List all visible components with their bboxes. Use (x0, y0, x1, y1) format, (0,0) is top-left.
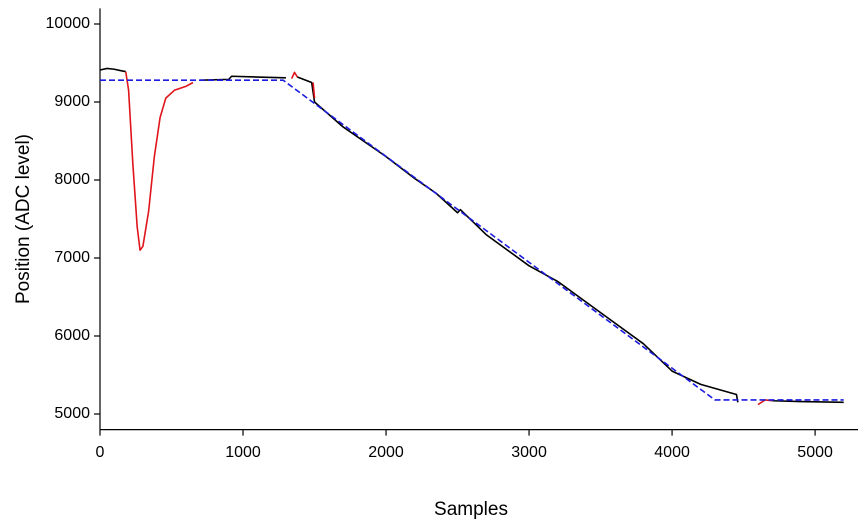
y-tick-label: 10000 (46, 15, 91, 32)
y-tick-label: 6000 (54, 327, 90, 344)
x-tick-label: 0 (96, 444, 105, 461)
series-line (99, 67, 844, 404)
x-tick-label: 3000 (511, 444, 547, 461)
y-tick-label: 7000 (54, 249, 90, 266)
y-tick-label: 9000 (54, 93, 90, 110)
series-line (100, 79, 844, 401)
x-tick-label: 1000 (225, 444, 261, 461)
y-axis-title: Position (ADC level) (13, 134, 34, 304)
x-axis-title: Samples (434, 499, 508, 520)
x-tick-label: 4000 (654, 444, 690, 461)
series-line (124, 71, 773, 406)
x-tick-label: 5000 (797, 444, 833, 461)
y-tick-label: 5000 (54, 405, 90, 422)
y-tick-label: 8000 (54, 171, 90, 188)
x-tick-label: 2000 (368, 444, 404, 461)
